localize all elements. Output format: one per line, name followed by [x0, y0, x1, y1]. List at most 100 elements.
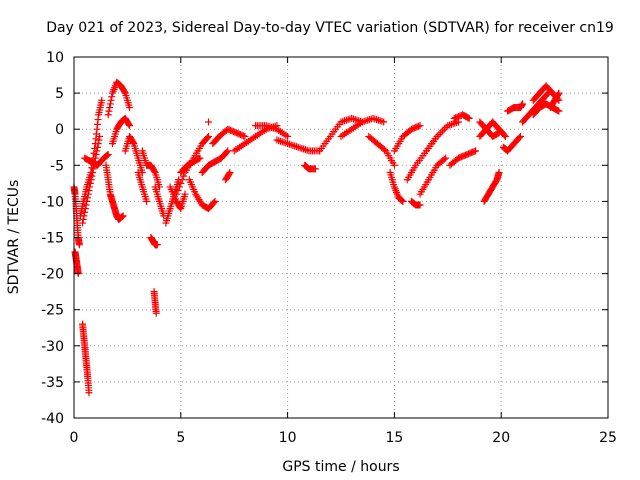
data-point [501, 132, 509, 140]
data-point [365, 116, 373, 124]
data-point [554, 107, 562, 115]
data-point [364, 116, 372, 124]
data-point [472, 147, 480, 155]
data-point [415, 122, 423, 130]
data-point [519, 100, 527, 108]
y-tick-label: 5 [55, 86, 64, 102]
data-point [282, 139, 290, 147]
data-point [85, 187, 93, 195]
data-point [210, 199, 218, 207]
x-axis-label: GPS time / hours [282, 459, 399, 475]
data-point [118, 213, 126, 221]
data-point [451, 119, 459, 127]
data-point [80, 212, 88, 220]
data-point [204, 134, 211, 142]
data-point [205, 118, 213, 126]
series-arc-15h-drop [386, 169, 407, 205]
data-point [311, 165, 319, 173]
series-arc-20h-2 [504, 100, 527, 115]
series-arc-peak-low [108, 114, 134, 148]
data-point [91, 154, 99, 162]
data-point [81, 205, 89, 213]
data-point [349, 115, 357, 123]
data-point [175, 183, 183, 191]
data-point [301, 146, 309, 154]
data-point [268, 123, 276, 131]
ticks: 0 5 10 15 20 25 10 5 0 -5 -10 -15 -20 -25 -30 -35 -40 [41, 50, 617, 446]
y-tick-label: -20 [41, 267, 64, 283]
data-point [105, 107, 113, 115]
data-point [555, 89, 563, 97]
data-point [126, 122, 134, 130]
data-point [437, 129, 445, 137]
data-points [70, 78, 563, 397]
series-arc-drop-1 [102, 161, 127, 223]
y-tick-label: -15 [41, 231, 64, 247]
data-point [284, 132, 292, 140]
data-point [89, 169, 97, 177]
data-point [348, 114, 356, 122]
data-point [174, 187, 182, 195]
data-point [449, 120, 457, 128]
data-point [92, 150, 100, 158]
x-tick-label: 10 [279, 430, 297, 446]
x-tick-label: 20 [492, 430, 510, 446]
data-point [300, 145, 308, 153]
series-arc-20h [499, 132, 524, 155]
data-point [273, 136, 281, 144]
data-point [495, 169, 503, 177]
data-point [143, 197, 151, 205]
data-point [390, 161, 398, 169]
data-point [119, 212, 127, 220]
data-point [79, 219, 87, 227]
data-point [371, 115, 379, 123]
data-point [398, 196, 406, 204]
series-arc-4h-drop [151, 183, 168, 220]
data-point [241, 132, 249, 140]
data-point [543, 90, 551, 98]
data-point [104, 111, 112, 119]
y-tick-label: -35 [41, 375, 64, 391]
data-point [81, 208, 89, 216]
data-point [96, 132, 104, 140]
data-point [85, 389, 93, 397]
series-arc-rise-2 [79, 132, 104, 227]
data-point [291, 142, 299, 150]
series-arc-5h-3 [185, 176, 219, 213]
data-point [224, 147, 232, 155]
series-arc-peak [104, 78, 134, 119]
x-tick-label: 0 [70, 430, 79, 446]
data-point [87, 176, 95, 184]
data-point [125, 120, 133, 128]
data-point [239, 132, 247, 140]
data-point [373, 116, 381, 124]
data-point [88, 172, 96, 180]
data-point [293, 143, 300, 151]
series-arc-18h-top [450, 111, 473, 122]
data-point [287, 141, 295, 149]
data-point [416, 122, 424, 130]
data-point [86, 183, 94, 191]
data-point [276, 137, 284, 145]
data-point [464, 114, 472, 122]
series-arc-7h-low [222, 169, 234, 184]
data-point [399, 197, 407, 205]
data-point [106, 104, 114, 112]
data-point [106, 100, 114, 108]
series-arc-14h [365, 132, 398, 169]
data-point [173, 190, 181, 198]
data-point [180, 172, 188, 180]
data-point [278, 138, 286, 146]
series-arc-5h-2 [177, 154, 204, 177]
data-point [280, 138, 288, 146]
series-arc-15h-low [407, 197, 424, 209]
data-point [108, 93, 116, 101]
series-arc-7h [209, 125, 249, 148]
series-arc-19h-x2 [476, 118, 503, 140]
data-point [75, 241, 83, 249]
series-arc-11h-low [301, 161, 319, 173]
data-point [555, 107, 563, 115]
series-arc-15h-up [390, 122, 424, 155]
y-tick-label: -5 [50, 158, 64, 174]
data-point [554, 90, 562, 98]
